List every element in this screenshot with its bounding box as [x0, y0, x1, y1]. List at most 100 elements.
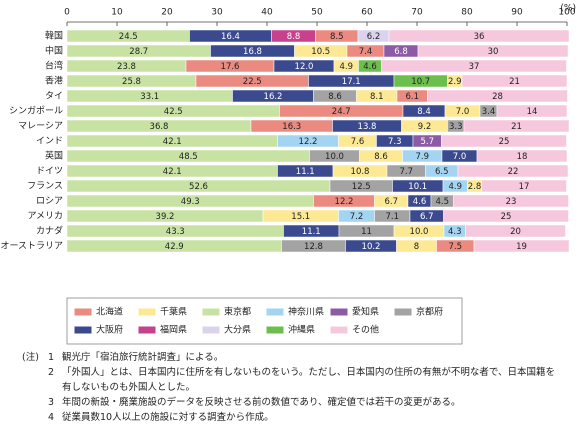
note-line: 3 年間の新設・廃業施設のデータを反映させる前の数値であり、確定値では若干の変更が…: [22, 395, 562, 410]
value-label: 2.8: [468, 182, 482, 192]
bar-segment: [381, 59, 567, 73]
value-label: 12.5: [352, 182, 371, 192]
legend-label: その他: [352, 324, 379, 336]
chart: (%) 0 10 20 30 40 50 60 70 80 90 100 韓国 24.5 16.4 8.8 8…: [0, 4, 576, 345]
value-label: 4.6: [413, 197, 427, 207]
category-label: オーストラリア: [0, 241, 63, 252]
value-label: 22.5: [243, 77, 262, 87]
bar-segment: [465, 224, 566, 238]
x-tick-label: 10: [111, 8, 123, 18]
legend-swatch: [73, 325, 93, 335]
category-label: ロシア: [36, 197, 63, 207]
bar-segment: [443, 209, 569, 223]
value-label: 30: [488, 47, 499, 57]
value-label: 52.6: [189, 182, 208, 192]
spacer: [22, 410, 48, 425]
value-label: 19: [516, 242, 527, 252]
value-label: 13.8: [358, 122, 377, 132]
value-label: 23.8: [117, 62, 136, 72]
value-label: 25.8: [122, 77, 141, 87]
legend-swatch: [201, 307, 221, 317]
value-label: 12.2: [299, 137, 318, 147]
value-label: 33.1: [140, 92, 159, 102]
value-label: 14: [527, 107, 538, 117]
note-line: 2 「外国人」とは、日本国内に住所を有しないものをいう。ただし、日本国内の住所の有…: [22, 365, 562, 395]
value-label: 17: [519, 182, 530, 192]
value-label: 17.1: [342, 77, 361, 87]
value-label: 7.2: [350, 212, 364, 222]
note-line: (注) 1 観光庁「宿泊旅行統計調査」による。: [22, 350, 562, 365]
value-label: 24.7: [332, 107, 351, 117]
value-label: 8.1: [370, 92, 384, 102]
bar-segment: [473, 239, 570, 253]
spacer: [22, 395, 48, 410]
value-label: 10.0: [410, 227, 429, 237]
value-label: 21: [509, 77, 520, 87]
category-label: ドイツ: [36, 167, 63, 177]
legend-label: 大阪府: [96, 324, 123, 336]
value-label: 3.4: [482, 107, 496, 117]
legend-label: 愛知県: [352, 306, 379, 318]
category-label: タイ: [45, 91, 63, 102]
value-label: 12.0: [295, 62, 314, 72]
value-label: 4.3: [448, 227, 462, 237]
category-label: フランス: [27, 181, 63, 192]
value-label: 7.3: [388, 137, 402, 147]
note-text: 年間の新設・廃業施設のデータを反映させる前の数値であり、確定値では若干の変更があ…: [62, 397, 461, 408]
value-label: 8.6: [374, 152, 388, 162]
note-number: 3: [48, 397, 55, 408]
category-label: アメリカ: [27, 211, 63, 222]
note-number: 1: [48, 352, 55, 363]
note-number: 4: [48, 412, 55, 423]
category-label: 英国: [45, 150, 63, 162]
value-label: 7.1: [385, 212, 399, 222]
x-tick-label: 0: [64, 8, 70, 18]
value-label: 8.4: [417, 107, 431, 117]
value-label: 8.5: [330, 32, 344, 42]
value-label: 6.1: [405, 92, 419, 102]
legend-label: 沖縄県: [288, 324, 315, 336]
legend-label: 東京都: [224, 306, 251, 318]
legend-label: 千葉県: [160, 306, 187, 318]
value-label: 3.3: [449, 122, 463, 132]
value-label: 25: [501, 212, 512, 222]
value-label: 17.6: [221, 62, 240, 72]
x-tick-label: 100: [558, 8, 575, 18]
value-label: 25: [499, 137, 510, 147]
value-label: 10.7: [411, 77, 430, 87]
x-tick-label: 20: [161, 8, 173, 18]
legend-swatch: [329, 325, 349, 335]
value-label: 43.3: [166, 227, 185, 237]
note-text: 「外国人」とは、日本国内に住所を有しないものをいう。ただし、日本国内の住所の有無…: [62, 367, 556, 393]
category-label: 台湾: [45, 60, 63, 72]
value-label: 16.3: [282, 122, 301, 132]
value-label: 8: [414, 242, 419, 252]
value-label: 42.9: [165, 242, 184, 252]
note-number: 2: [48, 367, 55, 378]
value-label: 7.0: [456, 107, 470, 117]
category-label: 中国: [45, 45, 63, 57]
value-label: 21: [511, 122, 522, 132]
bar-segment: [461, 74, 568, 88]
value-label: 6.8: [394, 47, 408, 57]
note-text: 従業員数10人以上の施設に対する調査から作成。: [62, 412, 274, 423]
legend-label: 北海道: [96, 306, 123, 318]
value-label: 24.5: [119, 32, 138, 42]
value-label: 11: [361, 227, 372, 237]
x-tick-label: 80: [461, 8, 473, 18]
bar-segment: [441, 134, 567, 148]
category-label: シンガポール: [9, 106, 63, 117]
spacer: [22, 365, 48, 395]
notes: (注) 1 観光庁「宿泊旅行統計調査」による。 2 「外国人」とは、日本国内に住所を有し…: [22, 350, 562, 425]
bar-segment: [463, 119, 570, 133]
x-tick-label: 50: [311, 8, 323, 18]
value-label: 7.6: [351, 137, 365, 147]
category-label: インド: [36, 137, 63, 147]
value-label: 22: [508, 167, 519, 177]
x-tick-label: 70: [411, 8, 423, 18]
bar-segment: [453, 194, 569, 208]
bar-segment: [457, 164, 569, 178]
legend-label: 神奈川県: [288, 306, 324, 318]
bar-segment: [481, 179, 567, 193]
